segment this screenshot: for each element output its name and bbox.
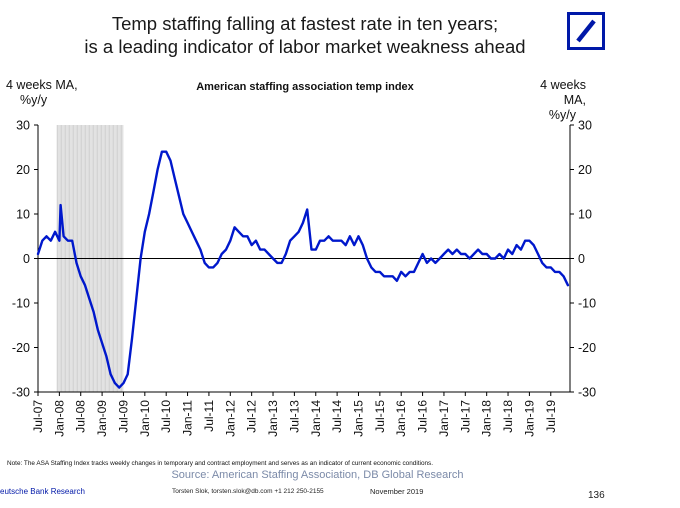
right-y-tick-label: 10 (578, 208, 592, 222)
x-tick-label: Jan-09 (95, 400, 109, 437)
right-y-tick-label: 20 (578, 163, 592, 177)
right-y-tick-label: 30 (578, 119, 592, 133)
page-number: 136 (588, 490, 605, 501)
right-y-tick-label: -30 (578, 386, 596, 400)
x-tick-label: Jan-17 (437, 400, 451, 437)
left-y-tick-label: 10 (16, 208, 30, 222)
x-tick-label: Jul-07 (31, 400, 45, 433)
left-y-tick-label: -20 (12, 341, 30, 355)
x-tick-label: Jul-13 (287, 400, 301, 433)
x-tick-label: Jul-15 (373, 400, 387, 433)
right-axis-unit: 4 weeks MA, %y/y (518, 78, 586, 123)
x-tick-label: Jan-12 (223, 400, 237, 437)
x-tick-label: Jul-09 (116, 400, 130, 433)
x-tick-label: Jul-19 (544, 400, 558, 433)
x-tick-label: Jul-18 (501, 400, 515, 433)
x-tick-label: Jul-10 (159, 400, 173, 433)
x-tick-label: Jan-19 (522, 400, 536, 437)
logo-slash-icon (576, 19, 596, 43)
left-y-tick-label: -10 (12, 297, 30, 311)
x-tick-label: Jan-18 (480, 400, 494, 437)
series-line (36, 150, 570, 389)
left-y-tick-label: -30 (12, 386, 30, 400)
right-y-tick-label: -10 (578, 297, 596, 311)
left-y-tick-label: 0 (23, 252, 30, 266)
left-axis-unit-line2: %y/y (20, 93, 48, 107)
x-tick-label: Jul-17 (458, 400, 472, 433)
footer-brand: eutsche Bank Research (0, 487, 85, 496)
right-y-tick-label: 0 (578, 252, 585, 266)
footer-date: November 2019 (370, 487, 424, 496)
x-tick-label: Jan-13 (266, 400, 280, 437)
chart-source: Source: American Staffing Association, D… (171, 469, 464, 481)
deutsche-bank-logo-icon (567, 12, 605, 50)
right-axis-unit-line2: %y/y (548, 108, 576, 122)
x-tick-label: Jul-08 (74, 400, 88, 433)
left-y-tick-label: 30 (16, 119, 30, 133)
chart-note: Note: The ASA Staffing Index tracks week… (7, 460, 434, 467)
x-tick-label: Jul-14 (330, 400, 344, 433)
left-axis-unit-line1: 4 weeks MA, (6, 78, 78, 92)
x-tick-label: Jan-11 (181, 400, 195, 436)
x-tick-label: Jan-10 (138, 400, 152, 437)
x-tick-label: Jan-08 (52, 400, 66, 437)
title-line-2: is a leading indicator of labor market w… (84, 36, 526, 57)
x-tick-label: Jan-16 (394, 400, 408, 437)
left-axis-unit: 4 weeks MA, %y/y (6, 78, 78, 108)
x-tick-label: Jul-11 (202, 400, 216, 432)
footer-contact: Torsten Slok, torsten.slok@db.com +1 212… (172, 488, 324, 495)
x-tick-label: Jul-12 (245, 400, 259, 433)
x-tick-label: Jul-16 (416, 400, 430, 433)
chart-subtitle: American staffing association temp index (196, 81, 414, 93)
right-axis-unit-line1: 4 weeks MA, (540, 78, 586, 107)
x-tick-label: Jan-14 (309, 400, 323, 437)
title-line-1: Temp staffing falling at fastest rate in… (111, 13, 499, 34)
right-y-tick-label: -20 (578, 341, 596, 355)
chart-title: Temp staffing falling at fastest rate in… (0, 12, 610, 58)
x-tick-label: Jan-15 (351, 400, 365, 437)
left-y-tick-label: 20 (16, 163, 30, 177)
